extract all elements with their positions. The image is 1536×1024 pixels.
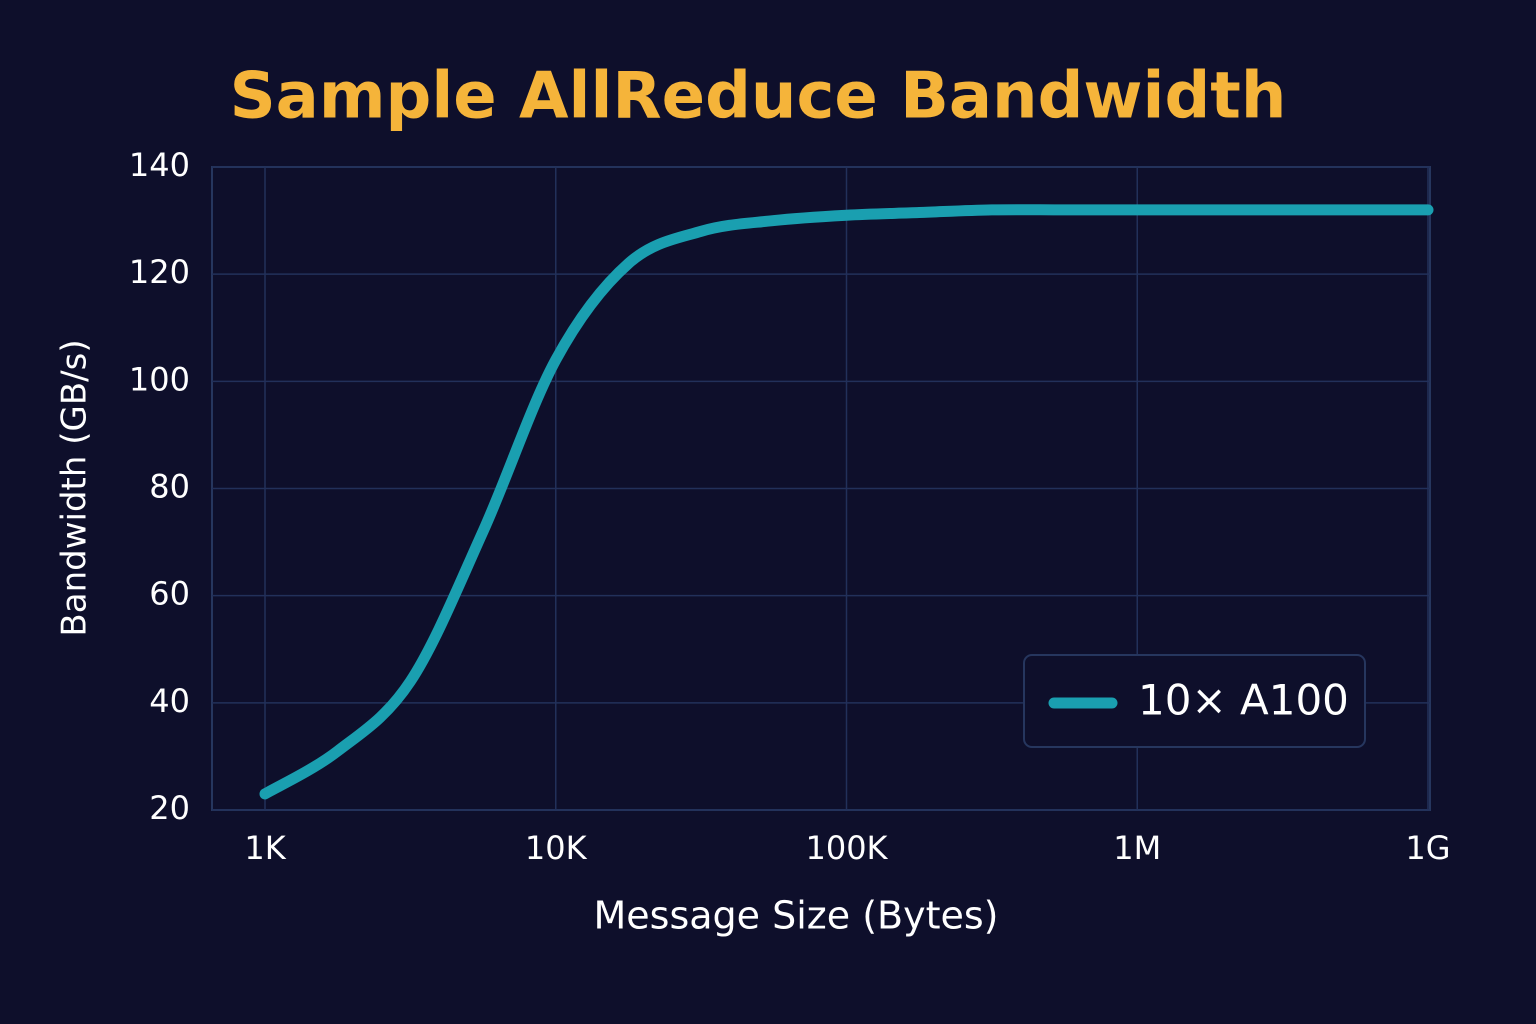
legend-box [1023, 654, 1366, 748]
y-tick-label: 100 [129, 360, 190, 398]
data-line [259, 204, 1434, 800]
y-tick-label: 80 [149, 468, 190, 506]
x-tick-label: 1G [1405, 829, 1450, 867]
chart-title: Sample AllReduce Bandwidth [230, 60, 1287, 134]
y-tick-label: 20 [149, 789, 190, 827]
x-tick-label: 100K [805, 829, 888, 867]
y-tick-label: 140 [129, 146, 190, 184]
x-axis-label: Message Size (Bytes) [594, 894, 999, 938]
y-tick-label: 40 [149, 682, 190, 720]
y-axis-label: Bandwidth (GB/s) [55, 339, 95, 636]
y-tick-label: 120 [129, 253, 190, 291]
x-tick-label: 1K [244, 829, 286, 867]
y-tick-label: 60 [149, 575, 190, 613]
legend-label: 10× A100 [1138, 676, 1349, 725]
x-tick-label: 1M [1113, 829, 1161, 867]
x-tick-label: 10K [525, 829, 588, 867]
